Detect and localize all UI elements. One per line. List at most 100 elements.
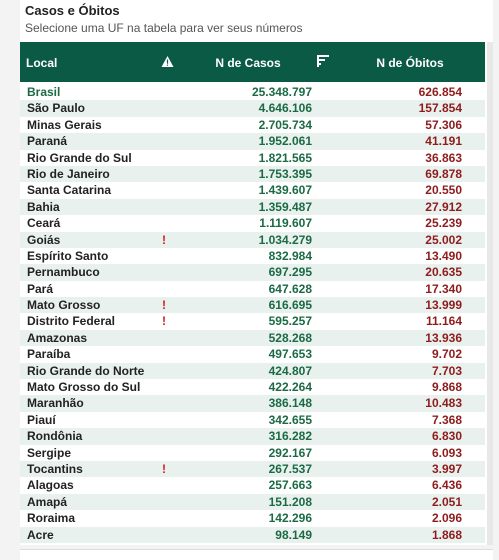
cell-local: Rio Grande do Sul [27, 150, 132, 165]
alert-flag: ! [162, 461, 166, 476]
cell-local: Maranhão [27, 396, 84, 411]
cell-casos: 292.167 [268, 445, 312, 460]
cell-obitos: 6.830 [431, 429, 462, 444]
cell-casos: 424.807 [268, 363, 312, 378]
table-row[interactable]: Amazonas 528.268 13.936 [20, 329, 485, 347]
cell-obitos: 27.912 [425, 199, 462, 214]
table-row[interactable]: Sergipe 292.167 6.093 [20, 444, 485, 461]
cell-casos: 151.208 [268, 494, 312, 509]
table-row[interactable]: Mato Grosso do Sul 422.264 9.868 [20, 379, 485, 396]
table-row[interactable]: Roraima 142.296 2.096 [20, 510, 485, 527]
table-header: Local N de Casos N de Óbitos [20, 42, 485, 82]
table-row[interactable]: Rio Grande do Sul 1.821.565 36.863 [20, 149, 485, 166]
cell-casos: 1.753.395 [258, 166, 312, 181]
table-row[interactable]: Distrito Federal! 595.257 11.164 [20, 313, 485, 330]
cell-obitos: 13.936 [425, 330, 462, 345]
cell-local: Mato Grosso [27, 298, 101, 313]
table-body: Brasil 25.348.797 626.854 São Paulo 4.646.10… [20, 84, 485, 543]
cell-casos: 422.264 [268, 380, 312, 395]
cell-casos: 142.296 [268, 511, 312, 526]
table-row[interactable]: Espírito Santo 832.984 13.490 [20, 247, 485, 265]
cell-casos: 528.268 [268, 330, 312, 345]
cell-obitos: 3.997 [431, 461, 462, 476]
cell-local: Minas Gerais [27, 117, 102, 132]
table-row[interactable]: Mato Grosso! 616.695 13.999 [20, 297, 485, 314]
cell-casos: 616.695 [268, 298, 312, 313]
cell-obitos: 2.051 [431, 494, 462, 509]
cell-obitos: 1.868 [431, 527, 462, 542]
cell-obitos: 25.002 [425, 232, 462, 247]
cell-casos: 98.149 [275, 527, 312, 542]
alert-flag: ! [162, 298, 166, 313]
cell-casos: 342.655 [268, 412, 312, 427]
cell-casos: 25.348.797 [251, 85, 312, 99]
cell-obitos: 25.239 [425, 216, 462, 231]
next-panel-edge [20, 549, 493, 560]
table-row[interactable]: Goiás! 1.034.279 25.002 [20, 231, 485, 248]
cell-obitos: 17.340 [425, 281, 462, 296]
cell-obitos: 9.702 [431, 347, 462, 362]
warning-triangle-icon[interactable] [161, 55, 174, 68]
cell-casos: 697.295 [268, 265, 312, 280]
table-row[interactable]: Paraíba 497.653 9.702 [20, 346, 485, 363]
cell-local: Bahia [27, 199, 60, 214]
cell-local: Rio Grande do Norte [27, 363, 145, 378]
column-header-obitos[interactable]: N de Óbitos [376, 56, 444, 70]
cell-local: Espírito Santo [27, 248, 109, 263]
table-row[interactable]: Acre 98.149 1.868 [20, 526, 485, 543]
cell-casos: 386.148 [268, 396, 312, 411]
cell-local: Roraima [27, 511, 76, 526]
cell-obitos: 6.436 [431, 478, 462, 493]
table-row[interactable]: Piauí 342.655 7.368 [20, 411, 485, 429]
cell-obitos: 20.635 [425, 265, 462, 280]
cell-obitos: 7.703 [431, 363, 462, 378]
column-header-casos[interactable]: N de Casos [215, 56, 281, 70]
table-row[interactable]: São Paulo 4.646.106 157.854 [20, 100, 485, 117]
cell-local: Rondônia [27, 429, 83, 444]
cell-casos: 1.952.061 [258, 134, 312, 149]
alert-flag: ! [162, 314, 166, 329]
cases-deaths-panel: Casos e Óbitos Selecione uma UF na tabel… [20, 0, 493, 545]
table-row[interactable]: Bahia 1.359.487 27.912 [20, 198, 485, 216]
table-row[interactable]: Amapá 151.208 2.051 [20, 493, 485, 511]
cell-local: Paraíba [27, 347, 71, 362]
table-row[interactable]: Rio Grande do Norte 424.807 7.703 [20, 362, 485, 380]
cell-obitos: 626.854 [418, 85, 462, 99]
table-row[interactable]: Rio de Janeiro 1.753.395 69.878 [20, 165, 485, 183]
table-row[interactable]: Tocantins! 267.537 3.997 [20, 460, 485, 478]
cell-casos: 1.439.607 [258, 183, 312, 198]
cell-casos: 4.646.106 [258, 101, 312, 116]
cell-obitos: 10.483 [425, 396, 462, 411]
table-row[interactable]: Maranhão 386.148 10.483 [20, 395, 485, 412]
cell-obitos: 6.093 [431, 445, 462, 460]
cell-casos: 1.821.565 [258, 150, 312, 165]
cell-casos: 1.359.487 [258, 199, 312, 214]
table-row[interactable]: Ceará 1.119.607 25.239 [20, 215, 485, 232]
panel-title: Casos e Óbitos [25, 3, 120, 18]
cell-local: Ceará [27, 216, 61, 231]
scrollbar[interactable] [487, 42, 493, 545]
table-row[interactable]: Minas Gerais 2.705.734 57.306 [20, 116, 485, 134]
cell-casos: 497.653 [268, 347, 312, 362]
cell-casos: 316.282 [268, 429, 312, 444]
table-row[interactable]: Brasil 25.348.797 626.854 [20, 84, 485, 101]
cell-local: Brasil [27, 85, 61, 99]
table-row[interactable]: Paraná 1.952.061 41.191 [20, 133, 485, 150]
cell-local: São Paulo [27, 101, 86, 116]
cell-local: Piauí [27, 412, 56, 427]
table-row[interactable]: Pernambuco 697.295 20.635 [20, 264, 485, 281]
table-row[interactable]: Rondônia 316.282 6.830 [20, 428, 485, 445]
table-row[interactable]: Santa Catarina 1.439.607 20.550 [20, 182, 485, 199]
cell-casos: 267.537 [268, 461, 312, 476]
table-row[interactable]: Pará 647.628 17.340 [20, 280, 485, 298]
cell-casos: 647.628 [268, 281, 312, 296]
table-row[interactable]: Alagoas 257.663 6.436 [20, 477, 485, 494]
cell-local: Amapá [27, 494, 68, 509]
cell-obitos: 57.306 [425, 117, 462, 132]
sort-filter-icon[interactable] [316, 54, 330, 68]
cell-local: Paraná [27, 134, 68, 149]
cell-obitos: 13.999 [425, 298, 462, 313]
cell-local: Alagoas [27, 478, 74, 493]
panel-subtitle: Selecione uma UF na tabela para ver seus… [25, 21, 303, 35]
column-header-local[interactable]: Local [26, 56, 58, 70]
